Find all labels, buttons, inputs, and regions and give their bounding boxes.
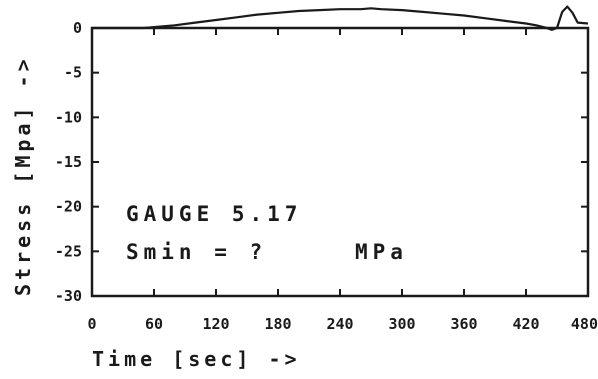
x-axis-tick-labels: 0 60 120 180 240 300 360 420 480 (87, 315, 598, 333)
x-tick-label-0: 0 (87, 315, 96, 333)
x-tick-label-120: 120 (202, 315, 229, 333)
y-tick-label--20: -20 (55, 198, 82, 216)
unit-annotation: MPa (355, 240, 408, 264)
y-axis-tick-labels: 0 -5 -10 -15 -20 -25 -30 (55, 19, 82, 305)
smin-annotation: Smin = ? (126, 240, 267, 264)
y-axis-label: Stress [Mpa] -> (11, 55, 35, 296)
series-line (92, 5, 589, 31)
x-axis-label: Time [sec] -> (92, 347, 301, 371)
y-tick-label--25: -25 (55, 242, 82, 260)
y-tick-label--15: -15 (55, 153, 82, 171)
x-tick-label-240: 240 (326, 315, 353, 333)
gauge-annotation: GAUGE 5.17 (126, 202, 302, 226)
y-tick-label--10: -10 (55, 108, 82, 126)
x-tick-label-420: 420 (512, 315, 539, 333)
x-axis-ticks (91, 28, 589, 296)
y-tick-label--5: -5 (64, 64, 82, 82)
y-tick-label-0: 0 (73, 19, 82, 37)
x-tick-label-300: 300 (388, 315, 415, 333)
x-tick-label-360: 360 (450, 315, 477, 333)
x-tick-label-180: 180 (264, 315, 291, 333)
x-tick-label-480: 480 (571, 315, 598, 333)
y-tick-label--30: -30 (55, 287, 82, 305)
x-tick-label-60: 60 (145, 315, 163, 333)
